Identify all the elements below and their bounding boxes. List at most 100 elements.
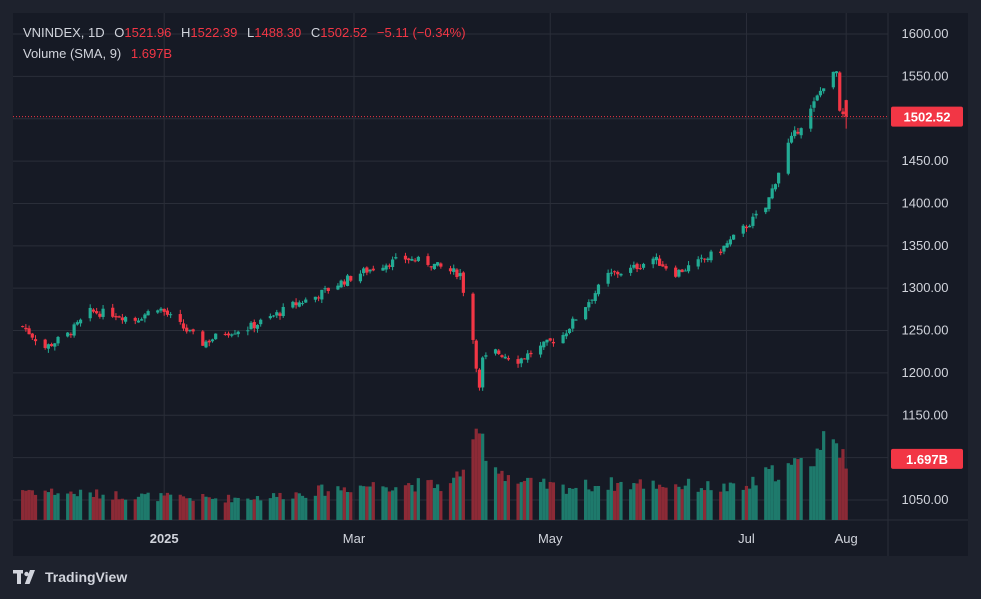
volume-bar — [156, 501, 160, 520]
candle-body — [88, 307, 92, 319]
volume-bar — [719, 491, 723, 520]
volume-bar — [497, 473, 501, 520]
time-axis[interactable]: 2025 Mar May Jul Aug — [150, 531, 858, 546]
candle-body — [632, 264, 636, 268]
volume-bar — [50, 488, 54, 520]
candle-body — [686, 265, 691, 272]
volume-badge: 1.697B — [906, 452, 948, 467]
axis-badges: 1502.52 1.697B — [891, 106, 963, 469]
volume-bar — [304, 497, 308, 520]
candle-body — [751, 216, 755, 226]
volume-bar — [188, 498, 192, 520]
candle-body — [191, 329, 195, 332]
volume-bar — [796, 459, 800, 520]
volume-bar — [214, 498, 218, 520]
candlestick-chart[interactable]: 1050.001100.001150.001200.001250.001300.… — [13, 13, 968, 556]
price-candles — [21, 71, 848, 391]
candle-body — [259, 319, 263, 325]
volume-bar — [661, 486, 665, 520]
volume-bar — [185, 498, 189, 520]
volume-bar — [281, 499, 285, 520]
candle-body — [786, 142, 790, 174]
volume-value: 1.697B — [130, 46, 173, 61]
volume-bar — [204, 496, 208, 520]
y-tick-label: 1150.00 — [902, 407, 948, 422]
candle-body — [571, 318, 575, 329]
candle-body — [461, 272, 465, 293]
candle-body — [661, 264, 665, 267]
volume-bar — [635, 483, 639, 520]
volume-bar — [233, 497, 237, 520]
volume-bar — [728, 482, 732, 520]
tradingview-logo[interactable]: TradingView — [13, 569, 127, 585]
volume-bar — [506, 475, 511, 520]
candle-body — [657, 258, 662, 266]
candle-body — [606, 272, 610, 284]
candle-body — [584, 307, 588, 320]
volume-bar — [590, 491, 594, 520]
volume-bar — [481, 433, 485, 520]
volume-bar — [651, 480, 655, 520]
volume-bar — [371, 482, 375, 520]
volume-bar — [246, 498, 250, 520]
volume-bar — [818, 449, 823, 520]
symbol-label[interactable]: VNINDEX — [23, 25, 81, 40]
volume-bar — [317, 485, 321, 520]
candle-body — [133, 317, 137, 321]
volume-bar — [551, 482, 556, 520]
candle-body — [230, 334, 234, 336]
chart-panel[interactable]: 1050.001100.001150.001200.001250.001300.… — [13, 13, 968, 556]
candle-body — [345, 275, 350, 286]
volume-bar — [46, 492, 50, 520]
last-price-badge-bg — [891, 106, 963, 127]
volume-bar — [439, 491, 443, 520]
volume-bar — [165, 492, 170, 520]
candle-body — [635, 263, 639, 270]
y-tick-label: 1550.00 — [902, 68, 949, 83]
candle-body — [268, 316, 272, 319]
volume-bar — [593, 486, 597, 520]
y-tick-label: 1250.00 — [902, 323, 949, 338]
candle-body — [300, 303, 305, 305]
volume-bar — [362, 486, 366, 520]
volume-bar — [101, 494, 105, 520]
candle-body — [117, 316, 121, 318]
volume-bar — [609, 477, 613, 520]
candle-body — [590, 299, 594, 301]
volume-bar — [526, 477, 530, 520]
candle-body — [506, 358, 511, 360]
volume-bar — [390, 490, 395, 520]
volume-label[interactable]: Volume (SMA, 9) — [23, 46, 122, 61]
candle-body — [703, 258, 707, 260]
candle-body — [629, 267, 633, 273]
volume-bar — [72, 493, 76, 520]
candle-body — [120, 317, 124, 321]
candle-body — [336, 285, 340, 290]
volume-bar — [751, 476, 755, 520]
candle-body — [503, 356, 507, 359]
volume-bar — [564, 493, 568, 520]
candle-body — [21, 326, 25, 328]
volume-bar — [809, 466, 813, 520]
volume-bar — [88, 492, 92, 520]
volume-bar — [654, 488, 658, 520]
volume-bar — [111, 499, 115, 520]
candle-body — [764, 207, 768, 213]
price-axis[interactable]: 1050.001100.001150.001200.001250.001300.… — [902, 26, 949, 507]
volume-bar — [56, 493, 60, 520]
volume-bar — [474, 428, 478, 520]
candle-body — [493, 349, 498, 354]
volume-bar — [413, 491, 417, 520]
candle-body — [188, 329, 192, 331]
candle-body — [204, 341, 208, 348]
volume-bar — [529, 477, 533, 520]
volume-bar — [313, 495, 317, 520]
candle-body — [390, 259, 395, 267]
volume-bar — [120, 498, 124, 520]
candle-body — [777, 172, 781, 184]
candle-body — [236, 331, 240, 335]
interval-label[interactable]: 1D — [88, 25, 105, 40]
candle-body — [291, 301, 295, 308]
candle-body — [342, 281, 346, 285]
candle-body — [564, 333, 568, 337]
